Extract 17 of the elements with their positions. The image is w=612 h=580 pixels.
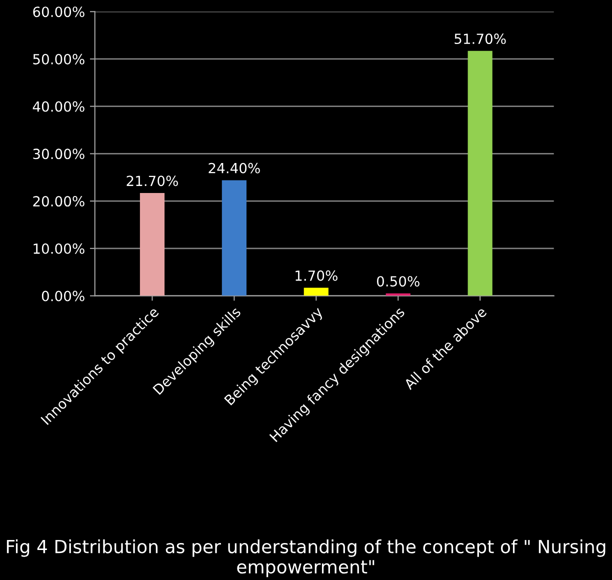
bar bbox=[304, 288, 328, 296]
bar bbox=[468, 50, 492, 296]
bar bbox=[140, 193, 165, 296]
y-tick-label: 30.00% bbox=[33, 148, 84, 160]
y-tick-label: 20.00% bbox=[33, 196, 84, 207]
bar bbox=[222, 180, 246, 296]
y-tick-label: 0.00% bbox=[42, 290, 84, 302]
y-tick-label: 60.00% bbox=[33, 6, 84, 18]
y-tick-label: 40.00% bbox=[32, 101, 84, 112]
y-tick-label: 10.00% bbox=[34, 243, 84, 254]
data-label: 24.40% bbox=[208, 162, 260, 174]
text: Fig 4 Distribution as per understanding of the concept of " Nursing empowerment" bbox=[6, 539, 606, 578]
data-label: 21.70% bbox=[126, 176, 178, 186]
data-label: 0.50% bbox=[376, 276, 420, 287]
y-tick-label: 50.00% bbox=[33, 54, 84, 64]
data-label: 1.70% bbox=[296, 270, 338, 281]
data-label: 51.70% bbox=[454, 34, 506, 44]
